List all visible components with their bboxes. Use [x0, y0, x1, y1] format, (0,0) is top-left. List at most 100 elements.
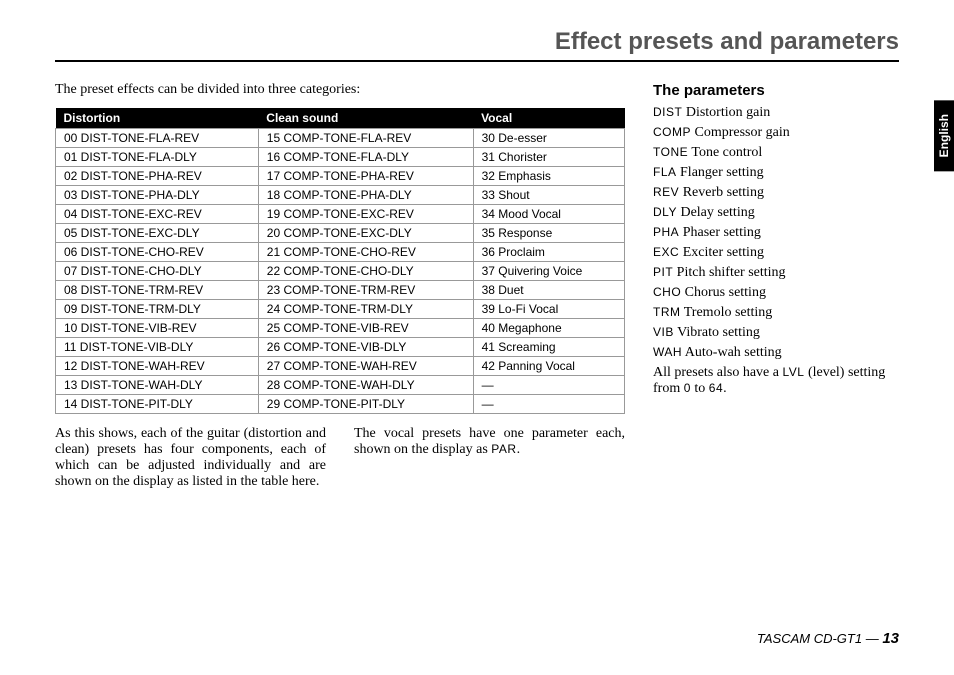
table-cell: 31 Chorister	[473, 148, 624, 167]
table-row: 03 DIST-TONE-PHA-DLY18 COMP-TONE-PHA-DLY…	[56, 186, 625, 205]
table-cell: 37 Quivering Voice	[473, 262, 624, 281]
param-item: WAH Auto-wah setting	[653, 345, 899, 361]
table-cell: 10 DIST-TONE-VIB-REV	[56, 319, 259, 338]
intro-text: The preset effects can be divided into t…	[55, 82, 625, 98]
table-row: 12 DIST-TONE-WAH-REV27 COMP-TONE-WAH-REV…	[56, 357, 625, 376]
table-cell: 41 Screaming	[473, 338, 624, 357]
param-item: PHA Phaser setting	[653, 225, 899, 241]
param-desc: Phaser setting	[679, 225, 761, 240]
param-item: REV Reverb setting	[653, 185, 899, 201]
table-cell: 16 COMP-TONE-FLA-DLY	[258, 148, 473, 167]
param-code: EXC	[653, 245, 679, 259]
param-code: PHA	[653, 225, 679, 239]
param-desc: Pitch shifter setting	[673, 265, 785, 280]
table-cell: 30 De-esser	[473, 129, 624, 148]
table-cell: 35 Response	[473, 224, 624, 243]
parameters-heading: The parameters	[653, 82, 899, 99]
param-item: FLA Flanger setting	[653, 165, 899, 181]
table-row: 11 DIST-TONE-VIB-DLY26 COMP-TONE-VIB-DLY…	[56, 338, 625, 357]
table-cell: 19 COMP-TONE-EXC-REV	[258, 205, 473, 224]
table-row: 09 DIST-TONE-TRM-DLY24 COMP-TONE-TRM-DLY…	[56, 300, 625, 319]
table-cell: 04 DIST-TONE-EXC-REV	[56, 205, 259, 224]
table-cell: 06 DIST-TONE-CHO-REV	[56, 243, 259, 262]
param-item: TRM Tremolo setting	[653, 305, 899, 321]
param-desc: Tremolo setting	[681, 305, 773, 320]
table-cell: 12 DIST-TONE-WAH-REV	[56, 357, 259, 376]
footer-pagenum: 13	[882, 630, 899, 647]
param-code: WAH	[653, 345, 682, 359]
table-cell: 20 COMP-TONE-EXC-DLY	[258, 224, 473, 243]
table-cell: 17 COMP-TONE-PHA-REV	[258, 167, 473, 186]
table-cell: 09 DIST-TONE-TRM-DLY	[56, 300, 259, 319]
table-cell: 26 COMP-TONE-VIB-DLY	[258, 338, 473, 357]
col-header-distortion: Distortion	[56, 108, 259, 129]
param-desc: Vibrato setting	[674, 325, 760, 340]
table-cell: 38 Duet	[473, 281, 624, 300]
table-cell: 15 COMP-TONE-FLA-REV	[258, 129, 473, 148]
table-cell: 42 Panning Vocal	[473, 357, 624, 376]
below-right-text: The vocal presets have one parameter eac…	[354, 426, 625, 490]
param-item: COMP Compressor gain	[653, 125, 899, 141]
param-code: TRM	[653, 305, 681, 319]
table-cell: 40 Megaphone	[473, 319, 624, 338]
table-cell: 34 Mood Vocal	[473, 205, 624, 224]
table-cell: —	[473, 395, 624, 414]
table-cell: 25 COMP-TONE-VIB-REV	[258, 319, 473, 338]
param-code: CHO	[653, 285, 681, 299]
page-footer: TASCAM CD-GT1 — 13	[757, 630, 899, 647]
param-code: COMP	[653, 125, 691, 139]
table-cell: 05 DIST-TONE-EXC-DLY	[56, 224, 259, 243]
table-row: 01 DIST-TONE-FLA-DLY16 COMP-TONE-FLA-DLY…	[56, 148, 625, 167]
param-desc: Reverb setting	[679, 185, 764, 200]
param-desc: Chorus setting	[681, 285, 766, 300]
param-code: FLA	[653, 165, 677, 179]
table-cell: 03 DIST-TONE-PHA-DLY	[56, 186, 259, 205]
param-desc: Compressor gain	[691, 125, 790, 140]
param-item: VIB Vibrato setting	[653, 325, 899, 341]
table-row: 06 DIST-TONE-CHO-REV21 COMP-TONE-CHO-REV…	[56, 243, 625, 262]
table-row: 10 DIST-TONE-VIB-REV25 COMP-TONE-VIB-REV…	[56, 319, 625, 338]
footer-model: TASCAM CD-GT1 —	[757, 631, 882, 646]
table-row: 08 DIST-TONE-TRM-REV23 COMP-TONE-TRM-REV…	[56, 281, 625, 300]
table-row: 13 DIST-TONE-WAH-DLY28 COMP-TONE-WAH-DLY…	[56, 376, 625, 395]
table-cell: 13 DIST-TONE-WAH-DLY	[56, 376, 259, 395]
param-item: PIT Pitch shifter setting	[653, 265, 899, 281]
page-header: Effect presets and parameters	[55, 28, 899, 62]
table-cell: 24 COMP-TONE-TRM-DLY	[258, 300, 473, 319]
param-item: CHO Chorus setting	[653, 285, 899, 301]
table-row: 00 DIST-TONE-FLA-REV15 COMP-TONE-FLA-REV…	[56, 129, 625, 148]
param-item: DIST Distortion gain	[653, 105, 899, 121]
param-desc: Auto-wah setting	[682, 345, 782, 360]
table-cell: 32 Emphasis	[473, 167, 624, 186]
table-row: 14 DIST-TONE-PIT-DLY29 COMP-TONE-PIT-DLY…	[56, 395, 625, 414]
table-cell: 00 DIST-TONE-FLA-REV	[56, 129, 259, 148]
table-cell: 02 DIST-TONE-PHA-REV	[56, 167, 259, 186]
language-tab: English	[934, 100, 954, 171]
table-cell: 07 DIST-TONE-CHO-DLY	[56, 262, 259, 281]
table-cell: 22 COMP-TONE-CHO-DLY	[258, 262, 473, 281]
param-code: DLY	[653, 205, 677, 219]
col-header-clean: Clean sound	[258, 108, 473, 129]
page-title: Effect presets and parameters	[55, 28, 899, 56]
table-row: 02 DIST-TONE-PHA-REV17 COMP-TONE-PHA-REV…	[56, 167, 625, 186]
param-code: VIB	[653, 325, 674, 339]
table-cell: 33 Shout	[473, 186, 624, 205]
table-cell: 39 Lo-Fi Vocal	[473, 300, 624, 319]
table-cell: 01 DIST-TONE-FLA-DLY	[56, 148, 259, 167]
param-desc: Exciter setting	[679, 245, 764, 260]
table-cell: 36 Proclaim	[473, 243, 624, 262]
param-item: EXC Exciter setting	[653, 245, 899, 261]
presets-table: Distortion Clean sound Vocal 00 DIST-TON…	[55, 108, 625, 414]
table-row: 05 DIST-TONE-EXC-DLY20 COMP-TONE-EXC-DLY…	[56, 224, 625, 243]
params-footer: All presets also have a LVL (level) sett…	[653, 365, 899, 397]
table-cell: 14 DIST-TONE-PIT-DLY	[56, 395, 259, 414]
param-desc: Flanger setting	[677, 165, 764, 180]
table-cell: 21 COMP-TONE-CHO-REV	[258, 243, 473, 262]
param-desc: Distortion gain	[682, 105, 770, 120]
param-desc: Delay setting	[677, 205, 755, 220]
table-row: 04 DIST-TONE-EXC-REV19 COMP-TONE-EXC-REV…	[56, 205, 625, 224]
table-cell: 23 COMP-TONE-TRM-REV	[258, 281, 473, 300]
param-code: DIST	[653, 105, 682, 119]
param-code: TONE	[653, 145, 688, 159]
table-cell: 27 COMP-TONE-WAH-REV	[258, 357, 473, 376]
